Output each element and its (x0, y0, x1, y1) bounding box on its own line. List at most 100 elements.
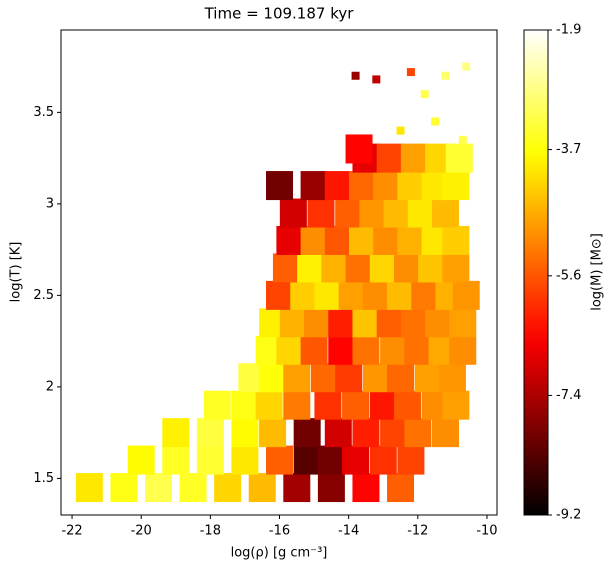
point (203, 390, 231, 420)
point (387, 473, 415, 503)
point (449, 308, 477, 338)
point (324, 418, 352, 448)
point (393, 390, 421, 420)
point (404, 418, 432, 448)
point (414, 363, 442, 393)
x-tick-label: -20 (131, 524, 152, 539)
point (266, 171, 294, 201)
point (418, 253, 446, 283)
point (442, 171, 470, 201)
x-tick-label: -16 (269, 524, 290, 539)
point (351, 71, 360, 80)
colorbar-tick-label: -3.7 (556, 142, 581, 157)
point (314, 390, 342, 420)
point (231, 445, 259, 475)
points (75, 62, 480, 503)
point (438, 363, 466, 393)
colorbar-label: log(M) [M⊙] (590, 233, 605, 311)
point (338, 280, 366, 310)
point (196, 418, 224, 448)
point (279, 308, 307, 338)
point (324, 225, 352, 255)
x-tick-label: -12 (407, 524, 428, 539)
point (372, 75, 381, 84)
point (407, 198, 435, 228)
point (293, 418, 321, 448)
point (231, 418, 259, 448)
point (387, 363, 415, 393)
point (259, 418, 287, 448)
point (300, 335, 328, 365)
point (300, 225, 328, 255)
point (349, 225, 377, 255)
x-axis-label: log(ρ) [g cm⁻³] (231, 546, 328, 561)
point (369, 390, 397, 420)
point (397, 225, 425, 255)
point (342, 445, 370, 475)
y-axis-label: log(T) [K] (9, 242, 24, 303)
point (352, 473, 380, 503)
point (335, 198, 363, 228)
point (397, 445, 425, 475)
point (442, 225, 470, 255)
point (272, 253, 300, 283)
point (397, 171, 425, 201)
point (380, 335, 408, 365)
point (266, 445, 294, 475)
point (300, 171, 328, 201)
point (328, 335, 356, 365)
point (400, 308, 428, 338)
point (307, 198, 335, 228)
colorbar-tick-label: -7.4 (556, 388, 581, 403)
point (352, 308, 380, 338)
point (431, 418, 459, 448)
point (310, 363, 338, 393)
point (345, 253, 373, 283)
point (231, 390, 259, 420)
y-tick-label: 1.5 (33, 471, 54, 486)
point (404, 335, 432, 365)
point (179, 473, 207, 503)
point (462, 62, 471, 71)
point (431, 117, 440, 126)
x-tick-label: -18 (200, 524, 221, 539)
point (293, 445, 321, 475)
point (376, 143, 404, 173)
colorbar-tick-label: -1.9 (556, 23, 581, 38)
point (255, 390, 283, 420)
point (110, 473, 138, 503)
point (127, 445, 155, 475)
y-tick-label: 2.5 (33, 288, 54, 303)
point (425, 308, 453, 338)
point (373, 225, 401, 255)
point (442, 390, 470, 420)
x-tick-label: -10 (476, 524, 497, 539)
colorbar-tick-label: -5.6 (556, 268, 581, 283)
point (335, 363, 363, 393)
point (321, 253, 349, 283)
colorbar (523, 29, 549, 516)
point (276, 335, 304, 365)
chart-title: Time = 109.187 kyr (204, 5, 355, 23)
point (383, 198, 411, 228)
point (352, 418, 380, 448)
x-tick-label: -22 (61, 524, 82, 539)
point (400, 143, 428, 173)
point (283, 363, 311, 393)
point (396, 126, 405, 135)
y-tick-label: 3 (46, 196, 54, 211)
point (380, 418, 408, 448)
point (420, 90, 429, 99)
point (369, 445, 397, 475)
point (314, 280, 342, 310)
point (342, 390, 370, 420)
point (442, 253, 470, 283)
point (445, 143, 473, 173)
point (449, 335, 477, 365)
point (283, 473, 311, 503)
point (266, 280, 294, 310)
colorbar-tick-label: -9.2 (556, 508, 581, 523)
point (373, 171, 401, 201)
x-tick-label: -14 (338, 524, 359, 539)
point (214, 473, 242, 503)
